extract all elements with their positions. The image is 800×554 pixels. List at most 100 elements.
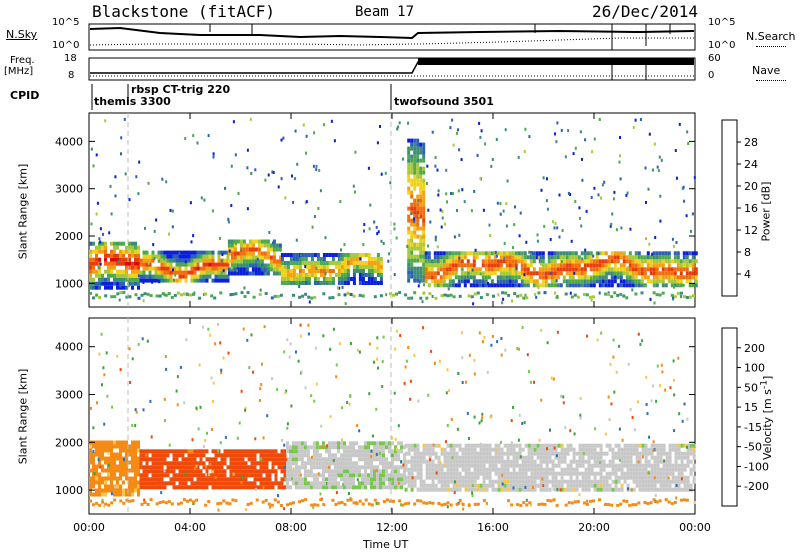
- heatmap-cell: [524, 483, 528, 488]
- heatmap-cell: [303, 461, 307, 466]
- heatmap-cell: [458, 455, 462, 460]
- heatmap-speckle: [240, 476, 243, 480]
- heatmap-cell: [169, 270, 173, 275]
- heatmap-cell: [169, 449, 173, 454]
- heatmap-cell: [235, 473, 239, 478]
- heatmap-cell: [419, 246, 423, 251]
- heatmap-speckle: [259, 288, 262, 292]
- heatmap-cell: [550, 279, 554, 284]
- near-range-cell: [128, 499, 132, 503]
- heatmap-cell: [250, 469, 254, 474]
- heatmap-speckle: [202, 325, 205, 329]
- heatmap-speckle: [131, 357, 134, 361]
- heatmap-cell: [442, 251, 446, 256]
- heatmap-cell: [515, 475, 519, 480]
- heatmap-cell: [407, 238, 411, 243]
- heatmap-speckle: [254, 437, 257, 441]
- heatmap-cell: [638, 467, 642, 472]
- heatmap-speckle: [376, 232, 379, 236]
- heatmap-cell: [553, 283, 557, 288]
- heatmap-cell: [266, 271, 270, 276]
- heatmap-cell: [413, 178, 417, 183]
- heatmap-cell: [667, 275, 671, 280]
- heatmap-cell: [403, 469, 406, 474]
- heatmap-cell: [154, 465, 158, 470]
- heatmap-cell: [233, 259, 237, 264]
- heatmap-cell: [500, 467, 504, 472]
- heatmap-cell: [316, 261, 320, 265]
- heatmap-cell: [676, 275, 680, 280]
- heatmap-cell: [316, 281, 320, 285]
- heatmap-cell: [245, 267, 249, 272]
- heatmap-cell: [104, 460, 107, 465]
- heatmap-cell: [604, 251, 608, 256]
- heatmap-cell: [319, 257, 323, 261]
- heatmap-cell: [539, 451, 543, 456]
- heatmap-cell: [181, 473, 185, 478]
- heatmap-speckle: [597, 193, 600, 197]
- heatmap-cell: [661, 259, 665, 264]
- heatmap-cell: [361, 453, 364, 458]
- heatmap-cell: [220, 477, 224, 482]
- heatmap-cell: [230, 259, 234, 264]
- heatmap-cell: [199, 481, 203, 486]
- heatmap-cell: [278, 263, 282, 268]
- heatmap-speckle: [260, 457, 263, 461]
- heatmap-cell: [503, 471, 507, 476]
- heatmap-cell: [403, 457, 406, 462]
- heatmap-cell: [490, 279, 494, 284]
- heatmap-cell: [331, 269, 335, 273]
- heatmap-cell: [382, 445, 385, 450]
- heatmap-cell: [303, 469, 307, 474]
- heatmap-cell: [283, 261, 287, 265]
- heatmap-speckle: [329, 415, 332, 419]
- heatmap-cell: [565, 279, 569, 284]
- heatmap-cell: [310, 269, 314, 273]
- heatmap-cell: [535, 271, 539, 276]
- heatmap-cell: [533, 487, 537, 492]
- heatmap-cell: [422, 274, 426, 279]
- heatmap-cell: [229, 465, 233, 470]
- heatmap-speckle: [291, 477, 293, 481]
- heatmap-cell: [343, 277, 347, 281]
- heatmap-cell: [671, 447, 675, 452]
- heatmap-cell: [385, 457, 388, 462]
- heatmap-cell: [649, 271, 653, 276]
- heatmap-cell: [526, 283, 530, 288]
- heatmap-cell: [413, 455, 417, 460]
- heatmap-cell: [217, 465, 221, 470]
- heatmap-cell: [205, 270, 209, 275]
- heatmap-speckle: [501, 301, 504, 305]
- heatmap-cell: [337, 465, 340, 470]
- heatmap-cell: [515, 463, 519, 468]
- heatmap-cell: [376, 273, 380, 277]
- near-range-cell: [319, 498, 323, 502]
- heatmap-speckle: [179, 365, 182, 369]
- heatmap-cell: [265, 469, 269, 474]
- heatmap-cell: [337, 261, 341, 265]
- heatmap-cell: [361, 265, 365, 269]
- heatmap-cell: [343, 453, 346, 458]
- heatmap-cell: [272, 271, 276, 276]
- heatmap-cell: [422, 222, 426, 227]
- heatmap-cell: [397, 441, 400, 446]
- heatmap-speckle: [501, 473, 504, 477]
- heatmap-cell: [265, 449, 269, 454]
- heatmap-speckle: [228, 249, 231, 253]
- near-range-cell: [619, 292, 623, 296]
- heatmap-cell: [595, 251, 599, 256]
- near-range-cell: [110, 295, 114, 299]
- heatmap-cell: [608, 471, 612, 476]
- heatmap-cell: [512, 459, 516, 464]
- heatmap-cell: [422, 166, 426, 171]
- heatmap-cell: [358, 269, 362, 273]
- heatmap-speckle: [653, 476, 656, 480]
- heatmap-cell: [436, 279, 440, 284]
- near-range-cell: [413, 291, 417, 295]
- heatmap-speckle: [431, 130, 434, 134]
- heatmap-cell: [343, 445, 346, 450]
- heatmap-cell: [428, 451, 432, 456]
- heatmap-cell: [178, 449, 182, 454]
- heatmap-speckle: [471, 268, 474, 272]
